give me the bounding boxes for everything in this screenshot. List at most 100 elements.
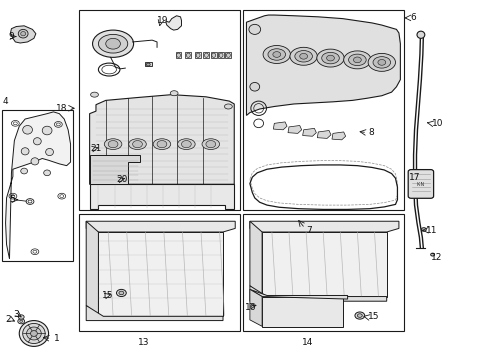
Ellipse shape: [26, 327, 41, 340]
Text: 2: 2: [5, 315, 11, 324]
Text: 5: 5: [9, 195, 15, 204]
Ellipse shape: [373, 57, 391, 68]
Ellipse shape: [202, 139, 220, 149]
Text: 8: 8: [368, 128, 374, 137]
Text: 10: 10: [432, 119, 443, 128]
Ellipse shape: [290, 47, 318, 65]
Ellipse shape: [18, 30, 28, 38]
Ellipse shape: [108, 140, 118, 148]
Ellipse shape: [33, 138, 41, 145]
Text: 21: 21: [90, 144, 101, 153]
Ellipse shape: [147, 63, 150, 66]
Ellipse shape: [106, 39, 121, 49]
Ellipse shape: [249, 24, 261, 35]
Text: 7: 7: [306, 226, 312, 235]
Polygon shape: [250, 221, 399, 232]
Ellipse shape: [46, 148, 53, 156]
Ellipse shape: [250, 82, 260, 91]
Ellipse shape: [186, 53, 190, 57]
Ellipse shape: [91, 92, 98, 97]
Ellipse shape: [170, 91, 178, 96]
Polygon shape: [145, 62, 152, 66]
Ellipse shape: [348, 54, 366, 66]
Text: 17: 17: [409, 173, 421, 182]
Ellipse shape: [42, 126, 52, 135]
Ellipse shape: [30, 330, 37, 336]
Bar: [79, 10, 240, 211]
Ellipse shape: [119, 291, 124, 295]
Ellipse shape: [31, 158, 39, 165]
Polygon shape: [250, 289, 347, 299]
Bar: [2, 110, 73, 261]
Text: 14: 14: [302, 338, 313, 347]
Text: 3: 3: [13, 310, 19, 319]
Ellipse shape: [263, 45, 291, 63]
Ellipse shape: [98, 35, 128, 53]
Ellipse shape: [300, 53, 308, 59]
Ellipse shape: [273, 51, 281, 57]
Ellipse shape: [196, 53, 200, 57]
Ellipse shape: [322, 52, 339, 64]
Polygon shape: [262, 232, 387, 297]
Text: 9: 9: [8, 32, 14, 41]
Ellipse shape: [18, 319, 24, 324]
Ellipse shape: [129, 139, 147, 149]
Polygon shape: [185, 51, 191, 58]
Polygon shape: [195, 51, 201, 58]
Ellipse shape: [44, 170, 50, 176]
Polygon shape: [250, 289, 262, 326]
Ellipse shape: [327, 55, 334, 61]
Ellipse shape: [353, 57, 361, 63]
Bar: [243, 214, 404, 330]
Polygon shape: [250, 221, 262, 297]
Ellipse shape: [378, 59, 386, 65]
Polygon shape: [225, 51, 231, 58]
Ellipse shape: [268, 49, 286, 60]
Polygon shape: [262, 297, 343, 327]
Ellipse shape: [343, 51, 371, 69]
Ellipse shape: [206, 140, 216, 148]
Ellipse shape: [212, 53, 216, 57]
Ellipse shape: [355, 312, 365, 319]
Ellipse shape: [357, 314, 362, 318]
Text: 13: 13: [138, 338, 149, 347]
Ellipse shape: [417, 31, 425, 39]
Ellipse shape: [368, 53, 395, 71]
Text: 6: 6: [410, 13, 416, 22]
Polygon shape: [5, 112, 71, 259]
Polygon shape: [211, 51, 217, 58]
Polygon shape: [250, 286, 387, 301]
Polygon shape: [86, 221, 98, 316]
Text: 20: 20: [117, 175, 128, 184]
Ellipse shape: [19, 320, 49, 346]
Polygon shape: [166, 16, 181, 30]
Text: 16: 16: [245, 303, 256, 312]
Polygon shape: [218, 51, 224, 58]
Ellipse shape: [317, 49, 344, 67]
Ellipse shape: [219, 53, 223, 57]
Ellipse shape: [224, 104, 232, 109]
Polygon shape: [332, 132, 345, 140]
Ellipse shape: [23, 323, 45, 343]
Ellipse shape: [431, 253, 435, 256]
Ellipse shape: [117, 289, 126, 297]
Ellipse shape: [104, 139, 122, 149]
FancyBboxPatch shape: [408, 170, 434, 198]
Ellipse shape: [21, 168, 27, 174]
Bar: [79, 214, 240, 330]
Polygon shape: [90, 184, 234, 209]
Ellipse shape: [421, 228, 426, 231]
Ellipse shape: [93, 30, 134, 57]
Polygon shape: [90, 155, 140, 184]
Ellipse shape: [20, 320, 23, 322]
Text: 4: 4: [2, 96, 8, 105]
Text: 15: 15: [102, 291, 114, 300]
Polygon shape: [86, 221, 235, 232]
Text: 15: 15: [368, 312, 380, 321]
Polygon shape: [246, 15, 400, 116]
Ellipse shape: [226, 53, 230, 57]
Polygon shape: [10, 26, 36, 43]
Polygon shape: [90, 95, 234, 184]
Ellipse shape: [176, 53, 180, 57]
Ellipse shape: [21, 32, 25, 36]
